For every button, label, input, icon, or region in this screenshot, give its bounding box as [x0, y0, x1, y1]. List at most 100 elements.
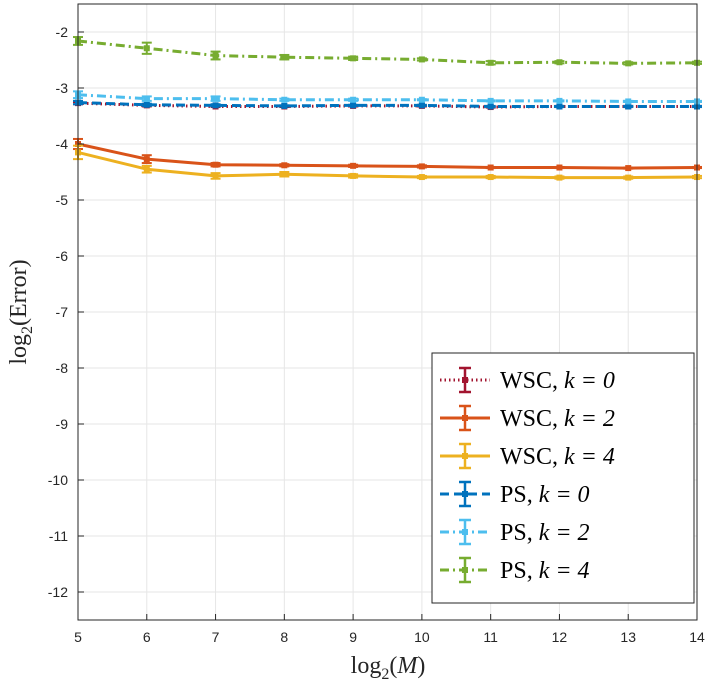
y-tick-label: -4 — [56, 136, 69, 152]
y-tick-label: -2 — [56, 24, 69, 40]
data-point — [212, 102, 219, 109]
data-point — [350, 55, 357, 62]
legend-swatch-marker — [462, 415, 468, 421]
data-point — [143, 156, 150, 163]
data-point — [212, 172, 219, 179]
axis-ticks: 5 6 7 8 9 10 11 12 13 14 -12 -11 -10 -9 -8 -7 -6 -5 -4 -3 -2 — [48, 24, 705, 645]
x-axis-label-close: ) — [417, 653, 425, 679]
data-point — [212, 95, 219, 102]
x-axis-label-var: M — [396, 653, 419, 679]
data-point — [625, 165, 632, 172]
series-line — [77, 142, 698, 170]
series-line — [77, 93, 697, 103]
legend-label: WSC, k = 2 — [500, 406, 615, 432]
legend-k: k = 0 — [539, 482, 590, 508]
x-tick-label: 9 — [349, 629, 357, 645]
data-point — [350, 162, 357, 169]
legend-separator: , — [552, 444, 564, 470]
legend-label: PS, k = 4 — [500, 558, 590, 584]
legend-separator: , — [527, 482, 539, 508]
data-point — [487, 164, 494, 171]
y-tick-label: -10 — [48, 472, 68, 488]
data-point — [487, 103, 494, 110]
y-axis-label-log: log — [6, 334, 32, 365]
y-axis-label-word: Error — [6, 267, 32, 318]
data-point — [281, 162, 288, 169]
legend-separator: , — [552, 406, 564, 432]
data-point — [350, 102, 357, 109]
x-tick-label: 11 — [483, 629, 498, 645]
legend-label: PS, k = 0 — [500, 482, 590, 508]
legend-separator: , — [527, 558, 539, 584]
legend-box — [431, 352, 695, 604]
data-point — [556, 97, 563, 104]
x-tick-label: 14 — [689, 629, 705, 645]
data-point — [556, 103, 563, 110]
legend-entry: WSC, k = 4 — [440, 442, 615, 470]
legend-entry: PS, k = 0 — [440, 480, 590, 508]
legend-label: WSC, k = 4 — [500, 444, 615, 470]
data-point — [350, 96, 357, 103]
legend-method: WSC — [500, 406, 552, 432]
x-axis-label-log: log — [351, 653, 382, 679]
legend-swatch-marker — [462, 377, 468, 383]
data-point — [625, 174, 632, 181]
legend-entry: WSC, k = 2 — [440, 404, 615, 432]
x-tick-label: 6 — [143, 629, 151, 645]
x-tick-label: 5 — [74, 629, 82, 645]
y-tick-label: -12 — [48, 584, 68, 600]
y-tick-label: -6 — [56, 248, 69, 264]
legend-k: k = 4 — [539, 558, 590, 584]
data-point — [625, 60, 632, 67]
legend-method: PS — [500, 558, 527, 584]
y-tick-label: -9 — [56, 416, 69, 432]
legend-entry: WSC, k = 0 — [440, 366, 615, 394]
series-layer — [73, 36, 702, 181]
x-axis-label-open: ( — [389, 653, 397, 679]
data-point — [281, 102, 288, 109]
legend-label: PS, k = 2 — [500, 520, 590, 546]
data-point — [556, 59, 563, 66]
series-line — [77, 150, 698, 180]
series-5 — [73, 90, 702, 105]
x-axis-label: log2(M) — [351, 653, 426, 683]
data-point — [281, 54, 288, 61]
legend-entry: PS, k = 4 — [440, 556, 590, 584]
data-point — [418, 102, 425, 109]
data-point — [281, 96, 288, 103]
data-point — [625, 103, 632, 110]
legend-label: WSC, k = 0 — [500, 368, 615, 394]
legend-k: k = 0 — [564, 368, 615, 394]
legend-method: WSC — [500, 444, 552, 470]
legend-separator: , — [527, 520, 539, 546]
x-tick-label: 13 — [620, 629, 636, 645]
series-6 — [73, 36, 702, 67]
y-tick-label: -11 — [49, 528, 68, 544]
series-2 — [73, 137, 702, 172]
data-point — [418, 96, 425, 103]
legend-method: WSC — [500, 368, 552, 394]
x-tick-label: 8 — [280, 629, 288, 645]
y-tick-label: -8 — [56, 360, 69, 376]
series-line — [77, 101, 697, 108]
data-point — [281, 171, 288, 178]
data-point — [212, 161, 219, 168]
series-line — [77, 39, 698, 65]
data-point — [212, 52, 219, 59]
data-point — [487, 59, 494, 66]
y-tick-label: -7 — [56, 304, 69, 320]
x-axis-label-subscript: 2 — [381, 666, 389, 683]
data-point — [556, 164, 563, 171]
data-point — [143, 45, 150, 52]
data-point — [487, 174, 494, 181]
legend-method: PS — [500, 482, 527, 508]
data-point — [418, 56, 425, 63]
legend-swatch-marker — [462, 453, 468, 459]
data-point — [625, 98, 632, 105]
legend-entry: PS, k = 2 — [440, 518, 590, 546]
legend-k: k = 4 — [564, 444, 615, 470]
data-point — [418, 163, 425, 170]
data-point — [487, 97, 494, 104]
